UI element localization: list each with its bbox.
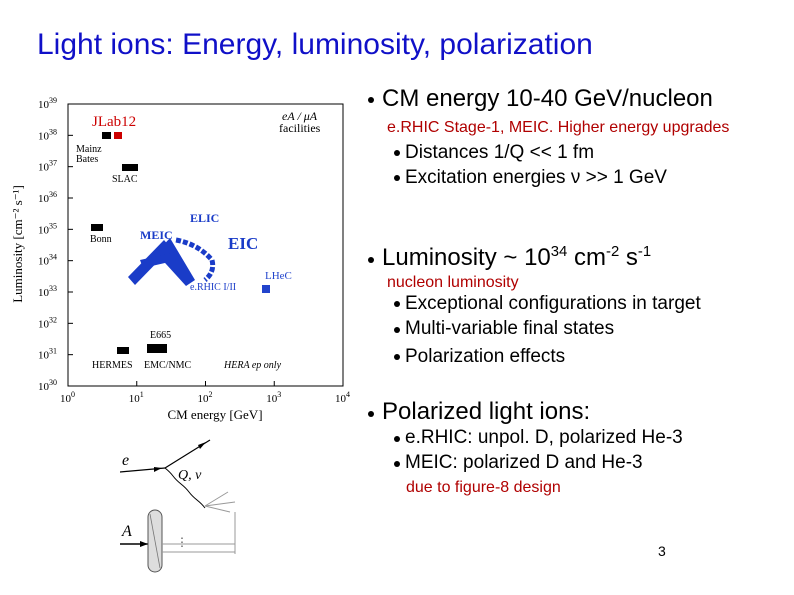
jlab12-marker-black <box>102 132 111 139</box>
y-tick-label: 1034 <box>38 253 57 268</box>
y-tick-label: 1036 <box>38 190 57 205</box>
hermes-marker <box>117 347 129 354</box>
sub-bullet-dot <box>394 354 400 360</box>
bates-label: Bates <box>76 154 98 165</box>
y-tick-label: 1038 <box>38 127 57 142</box>
y-tick-label: 1031 <box>38 347 57 362</box>
erhic-label: e.RHIC I/II <box>190 282 236 293</box>
elic-region <box>175 237 216 282</box>
hera-label: HERA ep only <box>223 360 282 371</box>
electron-label: e <box>122 452 129 469</box>
x-tick-label: 100 <box>60 390 75 405</box>
bullet-polarized-ions: Polarized light ions: <box>382 398 591 425</box>
lhec-marker <box>262 285 270 293</box>
plot-frame <box>67 103 344 387</box>
sub-bullet-dot <box>394 175 400 181</box>
sub-bullet-dot <box>394 150 400 156</box>
page-title: Light ions: Energy, luminosity, polariza… <box>37 28 593 61</box>
y-tick-label: 1032 <box>38 315 57 330</box>
sub-bullet-erhic: e.RHIC: unpol. D, polarized He-3 <box>405 427 683 448</box>
sub-bullet-final-states: Multi-variable final states <box>405 318 615 339</box>
scattering-diagram: e Q, ν A ⋮ <box>119 439 236 573</box>
bonn-label: Bonn <box>90 234 112 245</box>
emc-label: EMC/NMC <box>144 360 192 371</box>
bonn-marker <box>91 224 103 231</box>
bullet-cm-energy: CM energy 10-40 GeV/nucleon <box>382 85 713 112</box>
bullet-luminosity: Luminosity ~ 1034 cm-2 s-1 <box>382 244 652 271</box>
lhec-label: LHeC <box>265 270 292 282</box>
bullet-dot <box>368 257 374 263</box>
x-axis-label: CM energy [GeV] <box>167 407 262 422</box>
sub-bullet-distances: Distances 1/Q << 1 fm <box>405 142 595 163</box>
x-tick-label: 101 <box>129 390 144 405</box>
corner-label-2: facilities <box>279 121 321 135</box>
corner-label-1: eA / μA <box>282 109 318 123</box>
mainz-label: Mainz <box>76 144 102 155</box>
sub-bullet-dot <box>394 436 400 442</box>
note-figure8: due to figure-8 design <box>406 479 561 496</box>
x-tick-label: 104 <box>335 390 350 405</box>
note-nucleon-luminosity: nucleon luminosity <box>387 274 519 291</box>
nucleus-label: A <box>121 523 132 540</box>
sub-bullet-dot <box>394 461 400 467</box>
meic-label: MEIC <box>140 228 173 242</box>
emc-marker <box>147 344 167 353</box>
x-ticks: 100 101 102 103 104 <box>60 381 350 405</box>
luminosity-energy-chart: 1030 1031 1032 1033 1034 1035 1036 1037 1038 1039… <box>10 96 350 422</box>
svg-text:⋮: ⋮ <box>176 535 188 549</box>
e665-label: E665 <box>150 330 171 341</box>
y-tick-label: 1035 <box>38 221 57 236</box>
sub-bullet-dot <box>394 327 400 333</box>
eic-label: EIC <box>228 234 258 253</box>
eic-region <box>128 238 195 286</box>
y-tick-label: 1039 <box>38 96 57 111</box>
y-tick-label: 1030 <box>38 378 57 393</box>
bullet-dot <box>368 97 374 103</box>
hermes-label: HERMES <box>92 360 133 371</box>
y-axis-label: Luminosity [cm⁻² s⁻¹] <box>10 185 25 303</box>
jlab12-label: JLab12 <box>92 114 136 130</box>
q-nu-label: Q, ν <box>178 468 202 483</box>
page-number: 3 <box>658 543 666 559</box>
sub-bullet-excitation: Excitation energies ν >> 1 GeV <box>405 167 667 188</box>
sub-bullet-polarization: Polarization effects <box>405 346 566 367</box>
slac-label: SLAC <box>112 174 138 185</box>
note-erhic-stage: e.RHIC Stage-1, MEIC. Higher energy upgr… <box>387 119 730 136</box>
jlab12-marker-red <box>114 132 122 139</box>
elic-label: ELIC <box>190 211 219 225</box>
sub-bullet-meic: MEIC: polarized D and He-3 <box>405 452 643 473</box>
sub-bullet-dot <box>394 301 400 307</box>
photon-line <box>164 467 206 509</box>
x-tick-label: 102 <box>198 390 213 405</box>
y-ticks: 1030 1031 1032 1033 1034 1035 1036 1037 1038 1039 <box>38 96 73 393</box>
slac-marker <box>122 164 138 171</box>
y-tick-label: 1033 <box>38 284 57 299</box>
sub-bullet-configurations: Exceptional configurations in target <box>405 293 701 314</box>
x-tick-label: 103 <box>266 390 281 405</box>
y-tick-label: 1037 <box>38 159 57 174</box>
bullet-dot <box>368 411 374 417</box>
